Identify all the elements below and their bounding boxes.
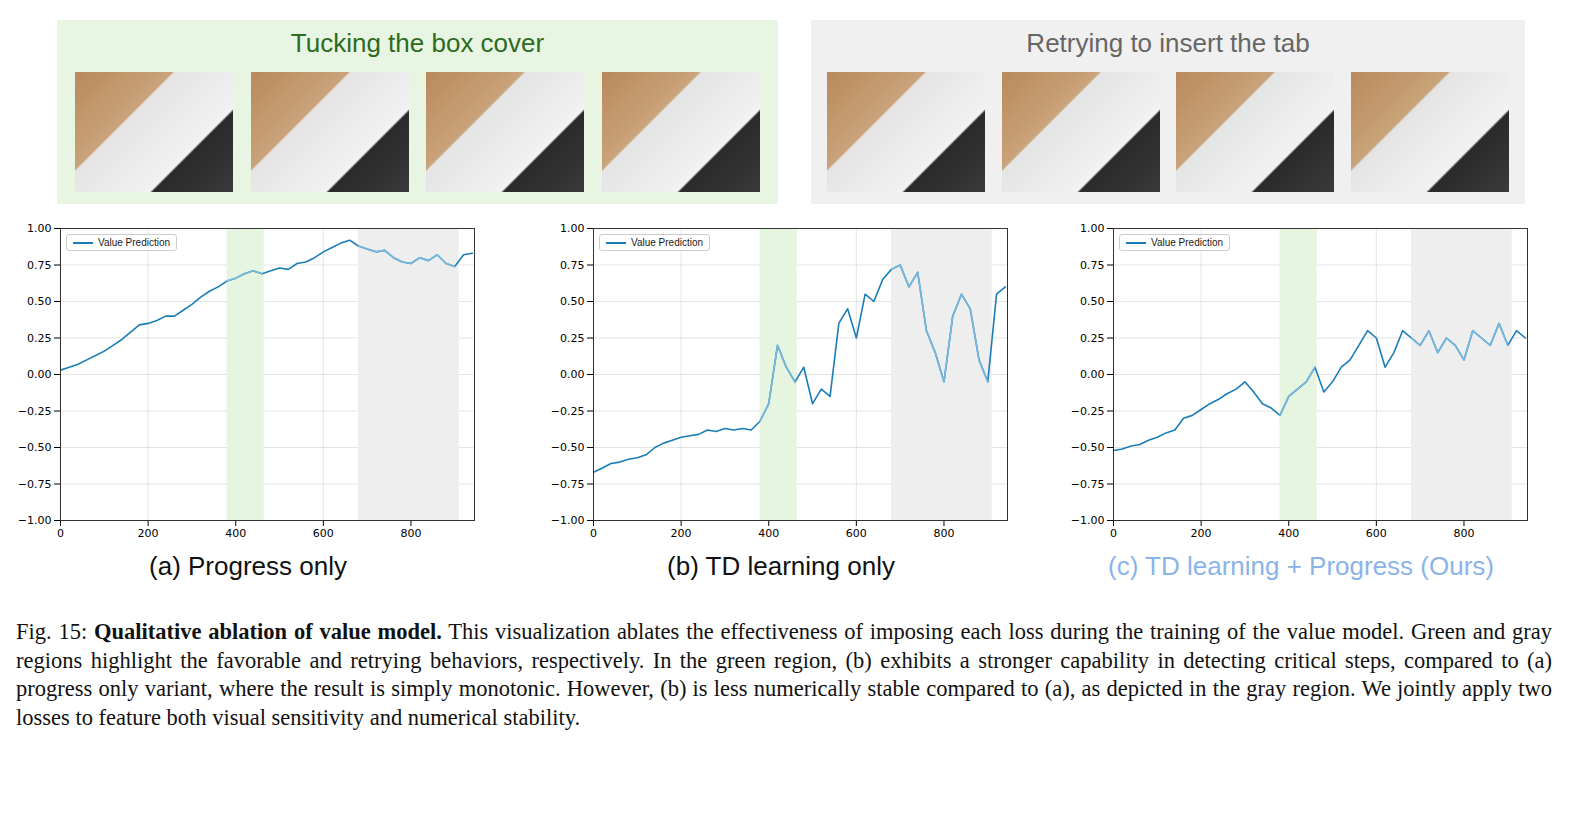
svg-text:−1.00: −1.00: [551, 514, 585, 527]
svg-text:−1.00: −1.00: [18, 514, 52, 527]
html-text:(b) TD learning only: (b) TD learning only: [667, 551, 895, 581]
svg-text:400: 400: [1278, 527, 1299, 540]
html-text:Retrying to insert the tab: Retrying to insert the tab: [1026, 28, 1310, 58]
svg-text:400: 400: [225, 527, 246, 540]
svg-text:1.00: 1.00: [27, 222, 52, 235]
svg-text:0.25: 0.25: [27, 332, 52, 345]
svg-text:−0.50: −0.50: [18, 441, 52, 454]
svg-text:0.50: 0.50: [27, 295, 52, 308]
svg-text:−0.75: −0.75: [1071, 478, 1105, 491]
svg-text:0.75: 0.75: [560, 259, 585, 272]
svg-text:0: 0: [1110, 527, 1117, 540]
svg-text:200: 200: [138, 527, 159, 540]
svg-text:800: 800: [400, 527, 421, 540]
svg-text:−0.75: −0.75: [551, 478, 585, 491]
svg-text:600: 600: [313, 527, 334, 540]
svg-text:600: 600: [1366, 527, 1387, 540]
svg-text:1.00: 1.00: [1080, 222, 1105, 235]
html-text:(c) TD learning + Progress (Ou: (c) TD learning + Progress (Ours): [1108, 551, 1494, 581]
svg-text:0.25: 0.25: [1080, 332, 1105, 345]
svg-text:−1.00: −1.00: [1071, 514, 1105, 527]
html-text:Tucking the box cover: Tucking the box cover: [290, 28, 545, 58]
svg-text:0.00: 0.00: [1080, 368, 1105, 381]
html-text:(a) Progress only: (a) Progress only: [149, 551, 347, 581]
svg-text:0.50: 0.50: [1080, 295, 1105, 308]
svg-text:0.00: 0.00: [560, 368, 585, 381]
svg-text:800: 800: [933, 527, 954, 540]
html-text:Fig. 15: Qualitative ablation: Fig. 15: Qualitative ablation of value m…: [16, 619, 1552, 730]
svg-text:600: 600: [846, 527, 867, 540]
svg-text:−0.50: −0.50: [1071, 441, 1105, 454]
html-text:Value Prediction: Value Prediction: [98, 237, 171, 248]
svg-text:1.00: 1.00: [560, 222, 585, 235]
svg-text:−0.25: −0.25: [1071, 405, 1105, 418]
html-text:Value Prediction: Value Prediction: [631, 237, 704, 248]
svg-text:0.25: 0.25: [560, 332, 585, 345]
html-text:Value Prediction: Value Prediction: [1151, 237, 1224, 248]
svg-text:200: 200: [1191, 527, 1212, 540]
svg-text:−0.25: −0.25: [18, 405, 52, 418]
svg-text:−0.25: −0.25: [551, 405, 585, 418]
svg-text:0.75: 0.75: [27, 259, 52, 272]
svg-text:−0.50: −0.50: [551, 441, 585, 454]
svg-text:0.75: 0.75: [1080, 259, 1105, 272]
svg-text:0.00: 0.00: [27, 368, 52, 381]
svg-text:0.50: 0.50: [560, 295, 585, 308]
svg-text:0: 0: [590, 527, 597, 540]
svg-text:400: 400: [758, 527, 779, 540]
svg-text:200: 200: [671, 527, 692, 540]
svg-text:800: 800: [1453, 527, 1474, 540]
svg-text:−0.75: −0.75: [18, 478, 52, 491]
svg-text:0: 0: [57, 527, 64, 540]
